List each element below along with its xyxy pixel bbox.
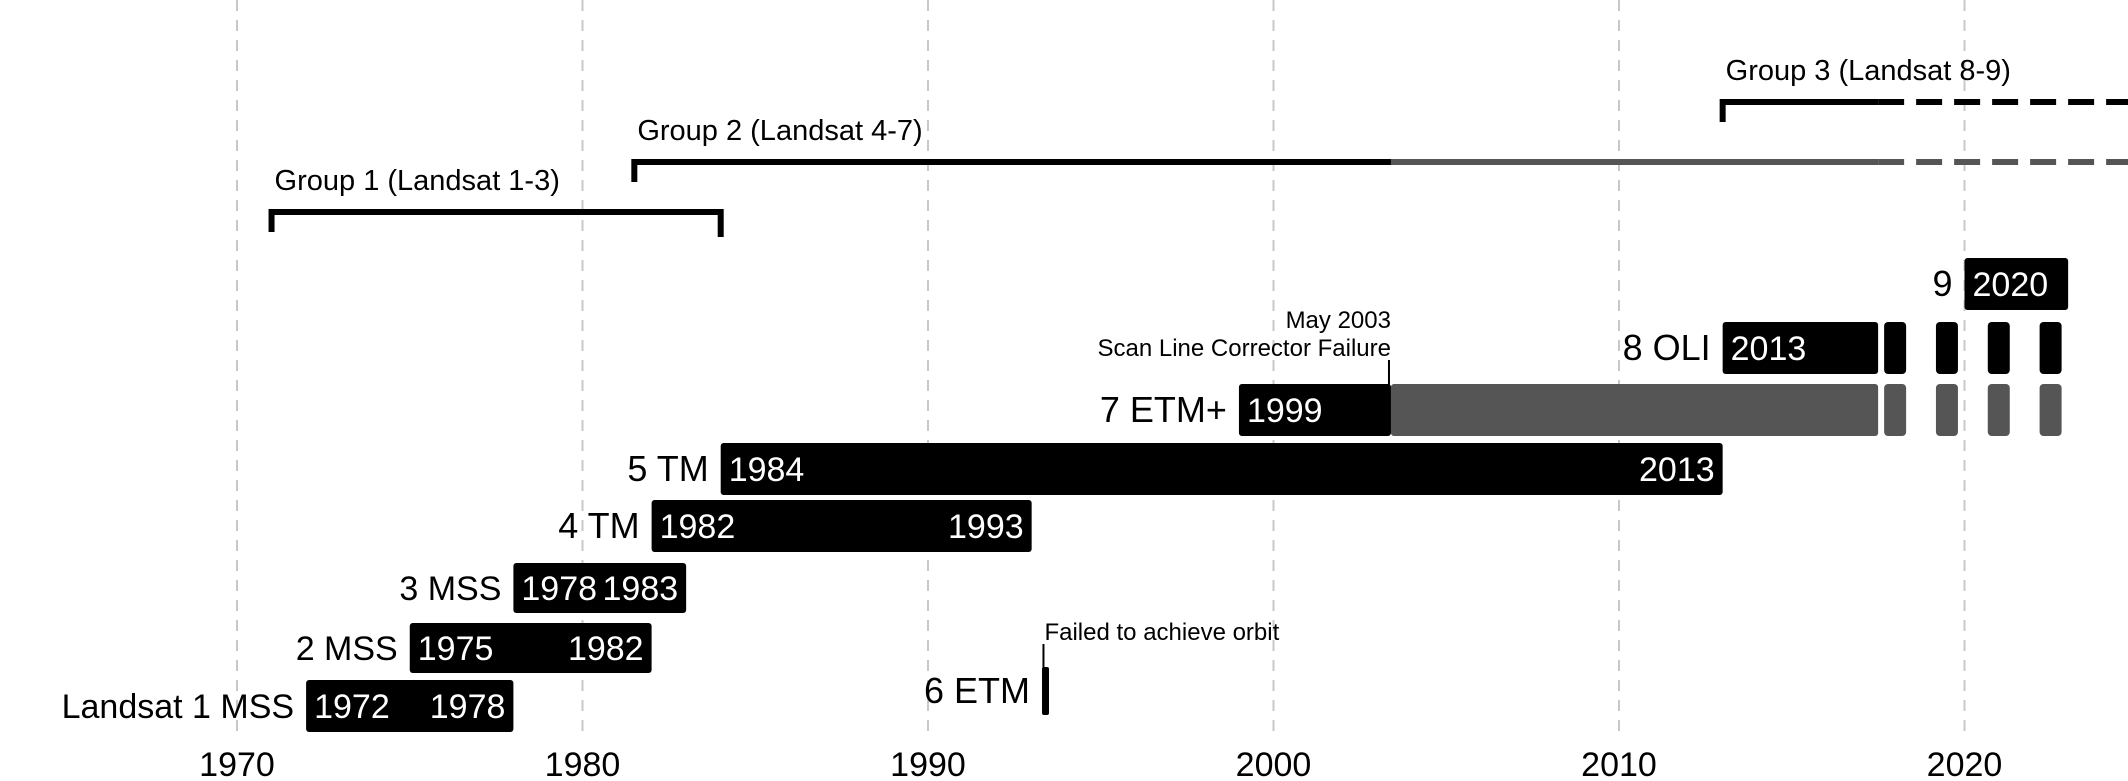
- mission-label-landsat-1-mss: Landsat 1 MSS: [62, 688, 294, 726]
- end-label-5-tm: 2013: [1639, 451, 1715, 489]
- start-label-9: 2020: [1973, 266, 2049, 304]
- bar-8-oli-continuation-1: [1884, 322, 1907, 374]
- start-label-8-oli: 2013: [1731, 330, 1807, 368]
- gridlines: [236, 0, 1966, 738]
- start-label-7-etm: 1999: [1247, 392, 1323, 430]
- start-label-5-tm: 1984: [729, 451, 805, 489]
- tick-label-1980: 1980: [545, 746, 621, 781]
- start-label-3-mss: 1978: [521, 570, 597, 608]
- tick-label-2000: 2000: [1236, 746, 1312, 781]
- tick-label-1990: 1990: [890, 746, 966, 781]
- tick-label-2020: 2020: [1927, 746, 2003, 781]
- mission-label-9: 9: [1932, 263, 1952, 304]
- group-label-group-1-landsat-1-3: Group 1 (Landsat 1-3): [275, 165, 560, 197]
- bar-landsat-1-mss: [306, 680, 514, 732]
- bar-8-oli: [1722, 322, 1879, 374]
- annotation-failed-to-achieve-orbit: Failed to achieve orbit: [1044, 619, 1279, 646]
- end-label-4-tm: 1993: [948, 508, 1024, 546]
- mission-label-6-etm: 6 ETM: [924, 670, 1030, 711]
- end-label-2-mss: 1982: [568, 630, 644, 668]
- mission-bars: Landsat 1 MSS 1972 1978 2 MSS 1975 1982 3 MSS 1…: [62, 258, 2069, 732]
- group-label-group-3-landsat-8-9: Group 3 (Landsat 8-9): [1726, 55, 2011, 87]
- start-label-landsat-1-mss: 1972: [314, 688, 390, 726]
- mission-label-5-tm: 5 TM: [627, 448, 708, 489]
- bar-7-etm-continuation-3: [1987, 384, 2010, 436]
- mission-label-3-mss: 3 MSS: [399, 570, 501, 608]
- end-label-3-mss: 1983: [603, 570, 679, 608]
- x-axis-ticks: 1970 1980 1990 2000 2010 2020: [199, 746, 2002, 781]
- annotation-may-2003: May 2003: [1286, 307, 1391, 334]
- bar-8-oli-continuation-2: [1935, 322, 1958, 374]
- bar-5-tm: [720, 443, 1723, 495]
- bar-7-etm-continuation-2: [1935, 384, 1958, 436]
- bar-8-oli-continuation-4: [2039, 322, 2062, 374]
- start-label-2-mss: 1975: [418, 630, 494, 668]
- bar-2-mss: [409, 623, 652, 673]
- end-label-landsat-1-mss: 1978: [430, 688, 506, 726]
- bar-7-etm-continuation-1: [1884, 384, 1907, 436]
- mission-label-8-oli: 8 OLI: [1623, 327, 1711, 368]
- bar-7-etm-active: [1238, 384, 1391, 436]
- bar-7-etm-continuation-4: [2039, 384, 2062, 436]
- group-brackets: Group 1 (Landsat 1-3) Group 2 (Landsat 4-…: [268, 55, 2128, 237]
- bar-8-oli-continuation-3: [1987, 322, 2010, 374]
- annotation-scan-line-corrector-failure: Scan Line Corrector Failure: [1098, 335, 1391, 362]
- mission-label-4-tm: 4 TM: [558, 505, 639, 546]
- bar-4-tm: [651, 500, 1032, 552]
- tick-label-2010: 2010: [1581, 746, 1657, 781]
- bar-6-etm: [1042, 667, 1050, 715]
- tick-label-1970: 1970: [199, 746, 275, 781]
- mission-label-7-etm: 7 ETM+: [1100, 389, 1227, 430]
- mission-label-2-mss: 2 MSS: [296, 630, 398, 668]
- start-label-4-tm: 1982: [660, 508, 736, 546]
- group-label-group-2-landsat-4-7: Group 2 (Landsat 4-7): [637, 115, 922, 147]
- bar-3-mss: [513, 563, 687, 613]
- bar-7-etm-degraded: [1390, 384, 1879, 436]
- bar-9: [1964, 258, 2069, 310]
